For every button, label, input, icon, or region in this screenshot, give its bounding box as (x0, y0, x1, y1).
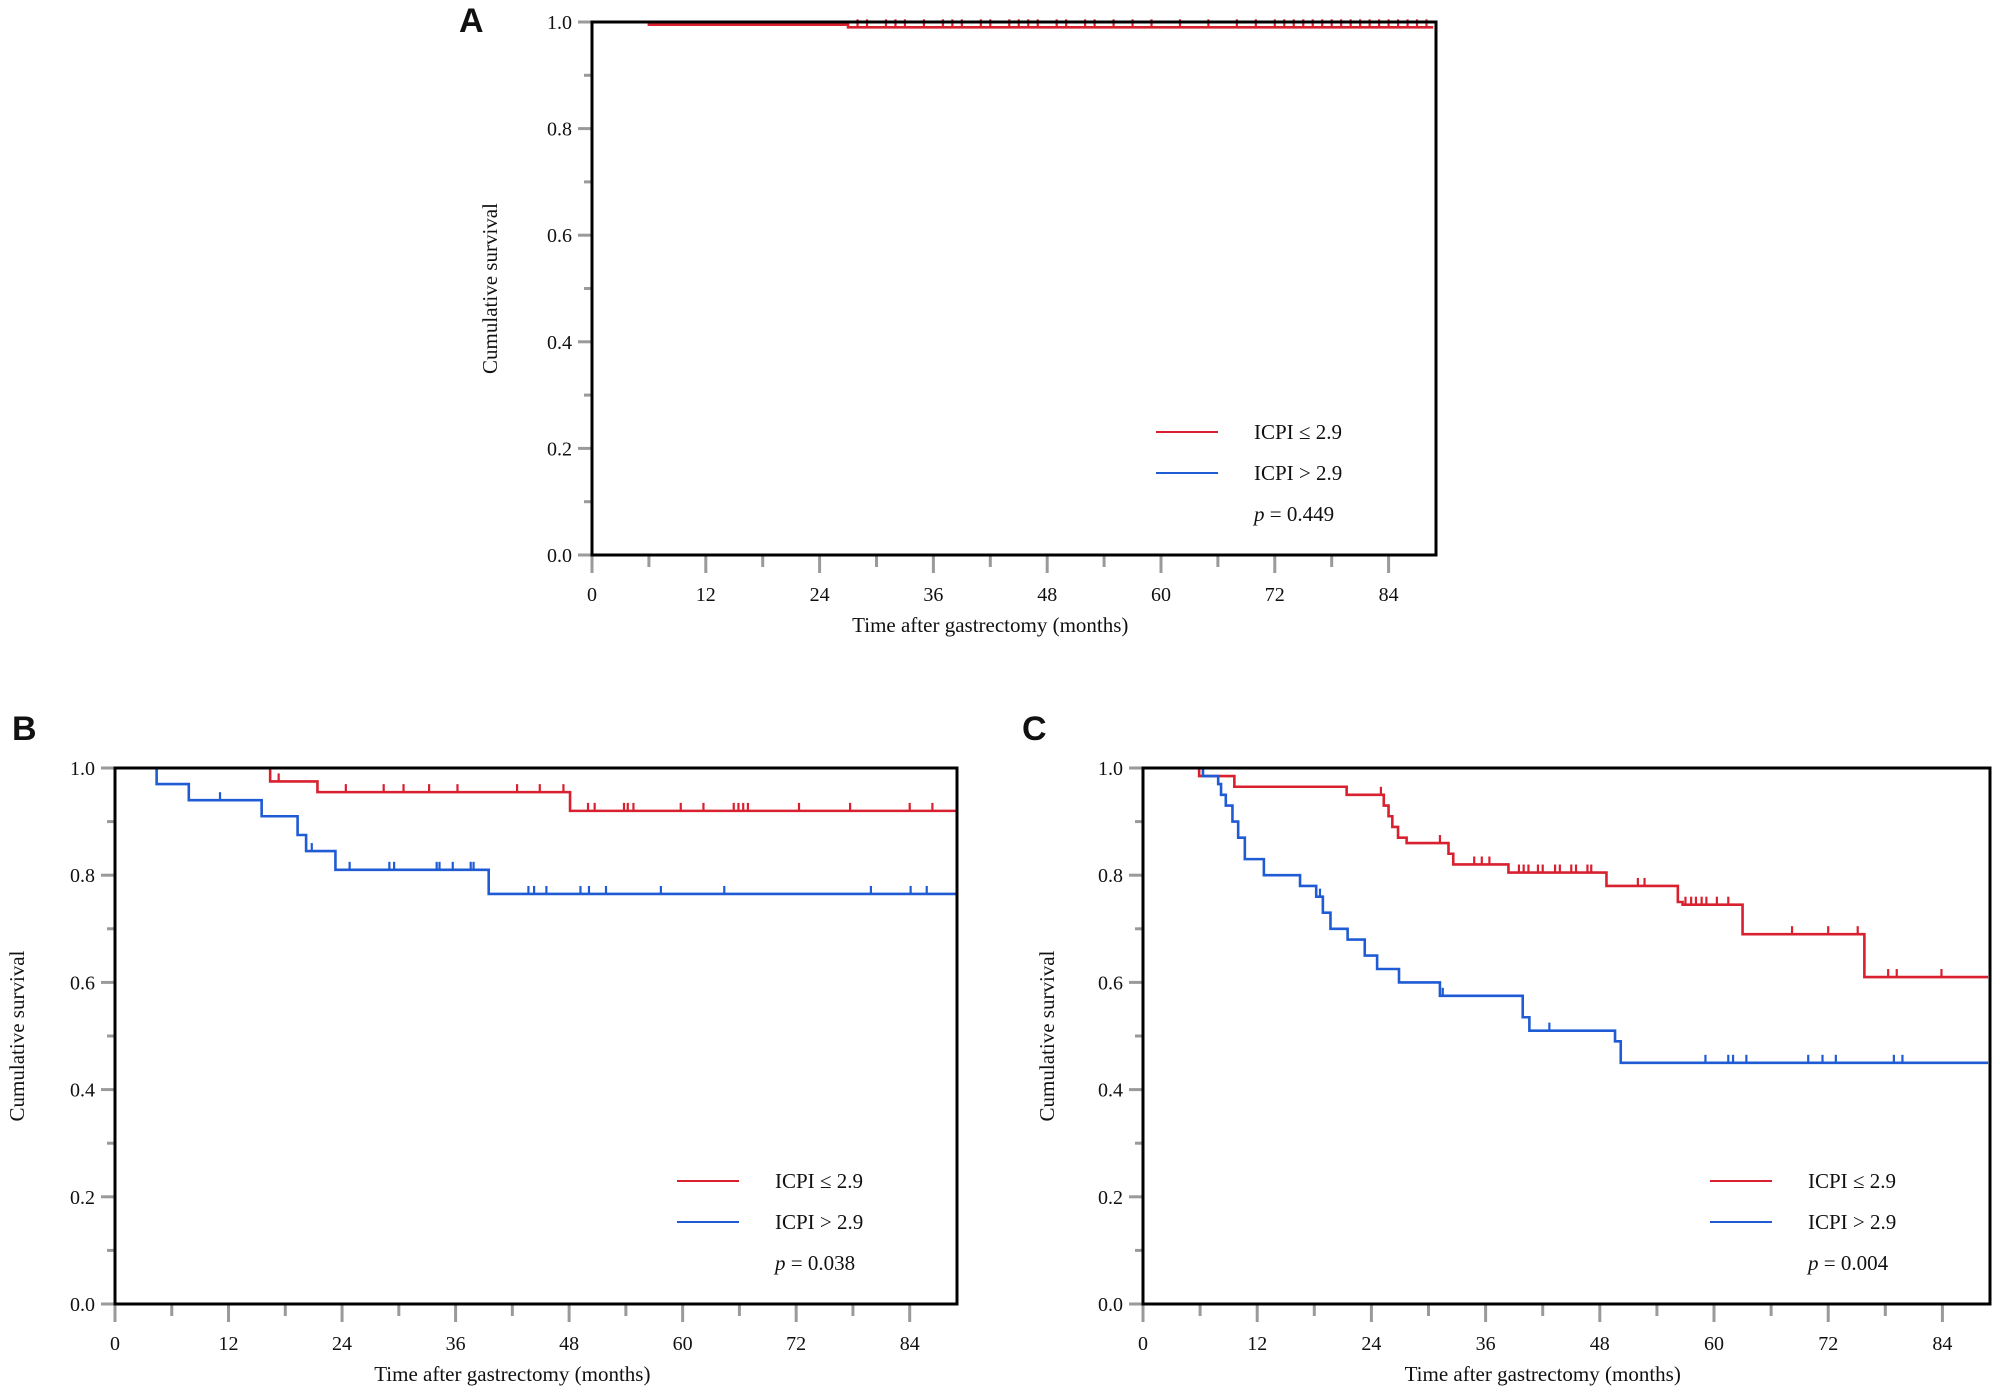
x-tick-label: 12 (219, 1333, 239, 1355)
y-tick-label: 0.0 (70, 1294, 95, 1316)
y-tick-label: 0.4 (547, 332, 572, 354)
y-tick-label: 1.0 (70, 758, 95, 780)
panel-letter: B (12, 710, 37, 748)
y-tick-label: 0.8 (547, 119, 572, 141)
x-tick-label: 84 (900, 1333, 920, 1355)
p-symbol: p (1252, 502, 1265, 526)
legend-label: ICPI > 2.9 (1808, 1210, 1896, 1234)
p-value-number: = 0.004 (1819, 1251, 1889, 1275)
panel-letter: A (459, 2, 484, 40)
x-tick-label: 48 (559, 1333, 579, 1355)
legend-label: ICPI ≤ 2.9 (775, 1169, 863, 1193)
x-tick-label: 60 (1151, 584, 1171, 606)
plot-frame (590, 20, 1438, 557)
x-tick-label: 48 (1590, 1333, 1610, 1355)
y-tick-label: 0.4 (70, 1080, 95, 1102)
p-symbol: p (773, 1251, 786, 1275)
x-tick-label: 36 (446, 1333, 466, 1355)
y-tick-label: 0.8 (1098, 865, 1123, 887)
x-axis-title: Time after gastrectomy (months) (852, 613, 1128, 637)
survival-curve-low (1143, 766, 1989, 979)
panel-b: B 0.0 0.2 0.4 0.6 0.8 1.0 0 12 24 36 48 60 72 84 Time a… (5, 710, 959, 1386)
y-tick-label: 0.4 (1098, 1080, 1123, 1102)
y-tick-label: 0.2 (70, 1187, 95, 1209)
p-value-number: = 0.038 (786, 1251, 856, 1275)
x-axis-title: Time after gastrectomy (months) (1405, 1362, 1681, 1386)
x-tick-label: 12 (696, 584, 716, 606)
x-tick-label: 72 (786, 1333, 806, 1355)
y-tick-label: 0.0 (547, 545, 572, 567)
panel-c: C 0.0 0.2 0.4 0.6 0.8 1.0 0 12 24 36 48 60 72 84 Time a… (1022, 710, 1992, 1386)
x-tick-label: 72 (1265, 584, 1285, 606)
survival-curve-low (115, 766, 957, 813)
legend-label: ICPI > 2.9 (775, 1210, 863, 1234)
p-value-number: = 0.449 (1265, 502, 1335, 526)
x-axis-title: Time after gastrectomy (months) (374, 1362, 650, 1386)
x-tick-label: 60 (1704, 1333, 1724, 1355)
x-tick-label: 24 (332, 1333, 352, 1355)
x-tick-label: 36 (1476, 1333, 1496, 1355)
y-tick-label: 0.6 (70, 972, 95, 994)
panel-a: A 0.0 0.2 0.4 0.6 0.8 1.0 0 12 24 36 48 60 72 84 Time a… (459, 2, 1438, 637)
legend-label: ICPI ≤ 2.9 (1808, 1169, 1896, 1193)
p-value: p = 0.004 (1806, 1251, 1889, 1275)
y-tick-label: 1.0 (1098, 758, 1123, 780)
x-tick-label: 72 (1818, 1333, 1838, 1355)
y-tick-label: 0.0 (1098, 1294, 1123, 1316)
survival-curve-high (1143, 766, 1989, 1065)
p-value: p = 0.449 (1252, 502, 1334, 526)
panel-letter: C (1022, 710, 1047, 748)
y-tick-label: 0.6 (547, 225, 572, 247)
y-tick-label: 0.2 (1098, 1187, 1123, 1209)
x-tick-label: 12 (1247, 1333, 1267, 1355)
y-axis-title: Cumulative survival (1035, 950, 1059, 1121)
p-value: p = 0.038 (773, 1251, 855, 1275)
plot-frame (113, 766, 959, 1306)
x-tick-label: 24 (1361, 1333, 1381, 1355)
p-symbol: p (1806, 1251, 1819, 1275)
y-tick-label: 1.0 (547, 12, 572, 34)
plot-frame (1141, 766, 1992, 1306)
x-tick-label: 24 (810, 584, 830, 606)
x-tick-label: 60 (673, 1333, 693, 1355)
x-tick-label: 36 (923, 584, 943, 606)
y-tick-label: 0.8 (70, 865, 95, 887)
legend-label: ICPI > 2.9 (1254, 461, 1342, 485)
y-axis-title: Cumulative survival (5, 950, 29, 1121)
x-tick-label: 0 (1138, 1333, 1148, 1355)
x-tick-label: 48 (1037, 584, 1057, 606)
y-axis-title: Cumulative survival (478, 203, 502, 374)
x-tick-label: 0 (587, 584, 597, 606)
x-tick-label: 84 (1379, 584, 1399, 606)
y-tick-label: 0.2 (547, 438, 572, 460)
survival-curve-high (115, 766, 957, 896)
legend-label: ICPI ≤ 2.9 (1254, 420, 1342, 444)
x-tick-label: 84 (1932, 1333, 1952, 1355)
x-tick-label: 0 (110, 1333, 120, 1355)
y-tick-label: 0.6 (1098, 972, 1123, 994)
